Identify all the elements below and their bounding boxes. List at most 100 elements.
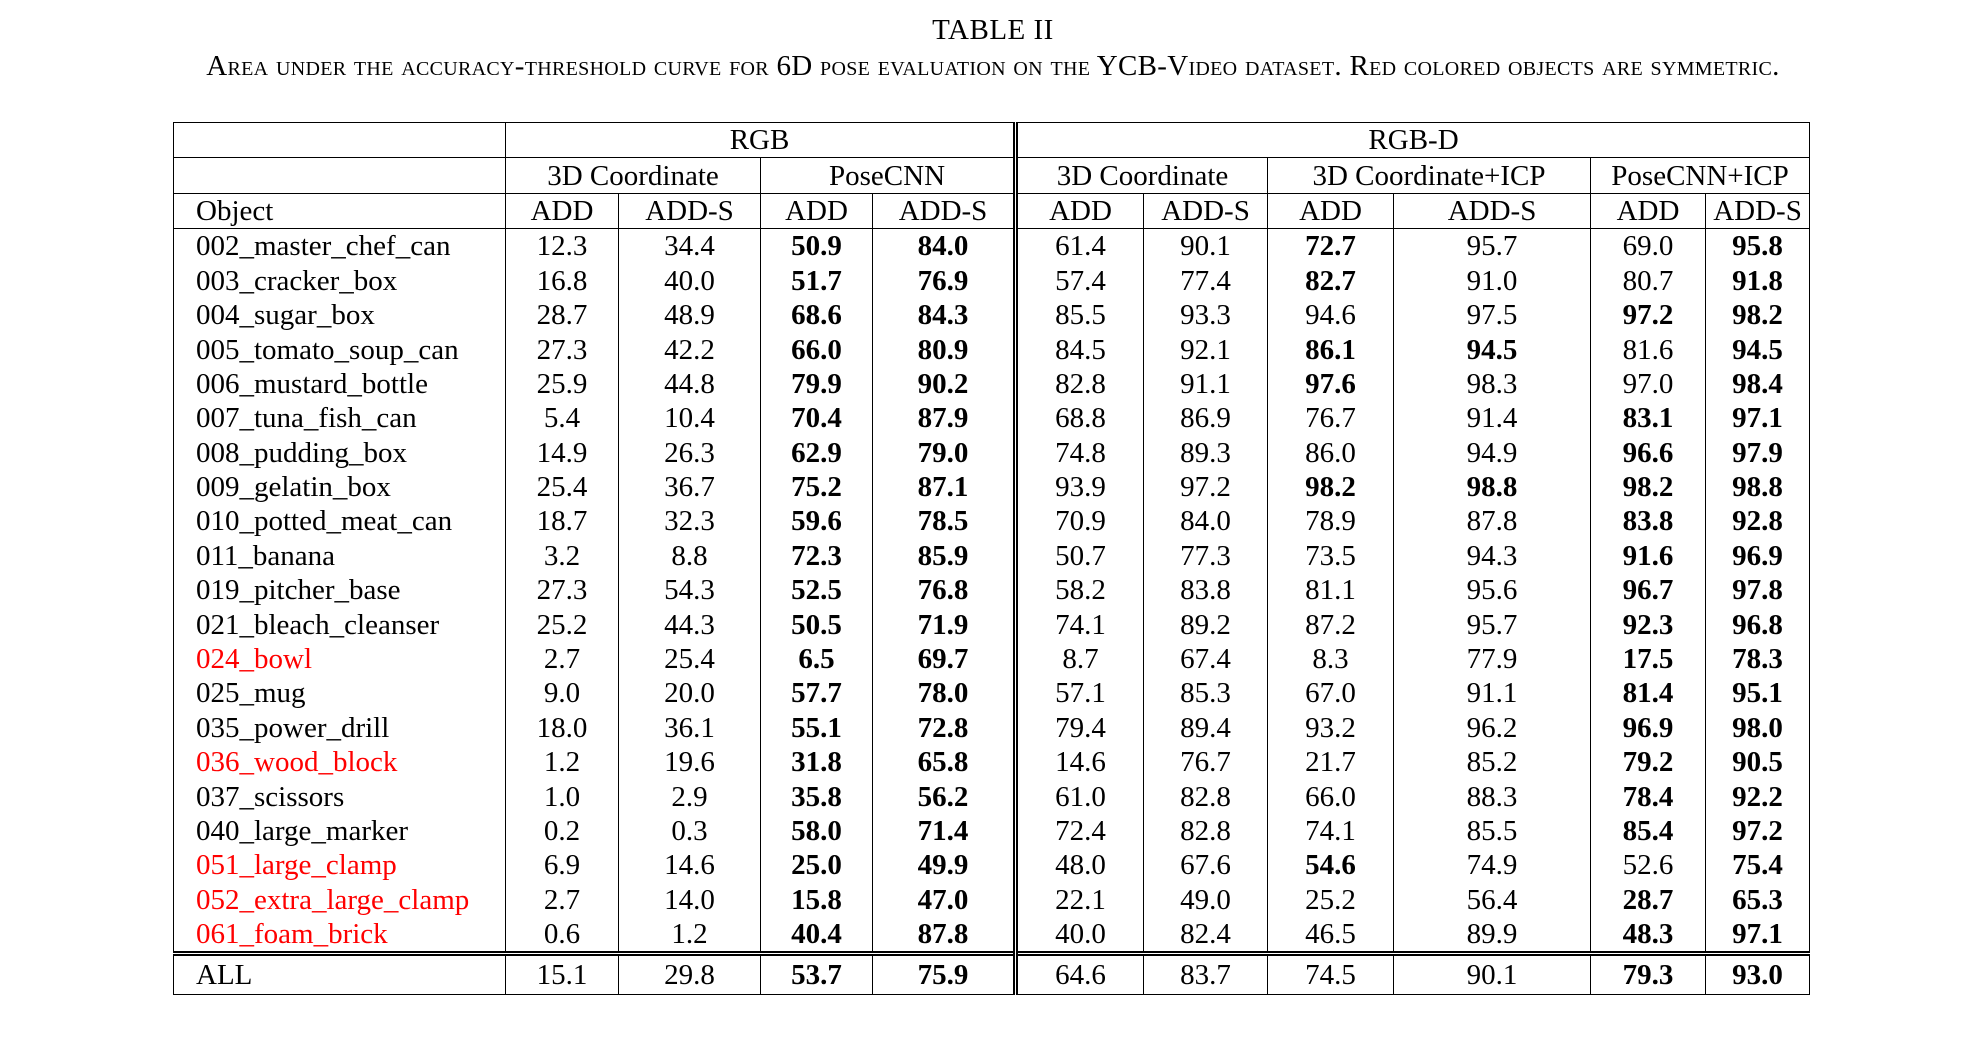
value-cell: 9.0 [505,676,619,711]
value-cell: 42.2 [618,332,761,367]
value-cell: 84.3 [871,297,1019,333]
table-row: 006_mustard_bottle 25.9 44.8 79.9 90.2 82.8 91… [173,366,1811,402]
value-cell: 98.2 [1590,469,1707,505]
results-table: RGB RGB-D 3D Coordinate PoseCNN 3D Coord… [173,121,1811,996]
table-row: 051_large_clamp 6.9 14.6 25.0 49.9 48.0 67.6 54… [173,848,1811,883]
value-cell: 98.8 [1705,469,1811,505]
value-cell: 56.2 [871,779,1019,814]
header-method-rgbd-posecnn-icp: PoseCNN+ICP [1590,157,1811,194]
value-cell: 89.9 [1393,916,1592,954]
value-cell: 74.8 [1015,435,1145,470]
value-cell: 70.9 [1015,504,1145,539]
value-cell: 3.2 [505,538,619,574]
value-cell: 29.8 [618,951,761,996]
value-cell: 95.8 [1705,228,1811,264]
value-cell: 73.5 [1267,538,1395,574]
table-number: TABLE II [932,14,1054,46]
object-name: 024_bowl [173,641,506,677]
value-cell: 90.5 [1705,745,1811,780]
value-cell: 91.4 [1393,401,1592,436]
value-cell: 14.9 [505,435,619,470]
object-name: 025_mug [173,676,506,711]
value-cell: 48.3 [1590,916,1707,954]
value-cell: 89.2 [1143,607,1269,642]
header-empty-cell [173,157,506,194]
value-cell: 96.2 [1393,710,1592,746]
value-cell: 22.1 [1015,882,1145,917]
value-cell: 10.4 [618,401,761,436]
value-cell: 36.7 [618,469,761,505]
value-cell: 94.3 [1393,538,1592,574]
value-cell: 79.4 [1015,710,1145,746]
value-cell: 69.7 [871,641,1019,677]
header-object: Object [173,192,506,230]
value-cell: 98.2 [1267,469,1395,505]
value-cell: 69.0 [1590,228,1707,264]
object-name: 037_scissors [173,779,506,814]
object-name: 061_foam_brick [173,916,506,954]
header-row-groups: RGB RGB-D [173,121,1811,158]
value-cell: 97.8 [1705,573,1811,608]
value-cell: 0.2 [505,813,619,849]
value-cell: 50.7 [1015,538,1145,574]
value-cell: 96.7 [1590,573,1707,608]
value-cell: 57.4 [1015,263,1145,298]
value-cell: 6.5 [760,641,873,677]
value-cell: 32.3 [618,504,761,539]
value-cell: 76.7 [1143,745,1269,780]
value-cell: 66.0 [1267,779,1395,814]
value-cell: 97.1 [1705,401,1811,436]
value-cell: 25.0 [760,848,873,883]
value-cell: 77.9 [1393,641,1592,677]
value-cell: 18.7 [505,504,619,539]
header-metric-add-s: ADD-S [1705,192,1811,230]
value-cell: 82.8 [1015,366,1145,402]
value-cell: 67.0 [1267,676,1395,711]
value-cell: 78.4 [1590,779,1707,814]
table-row: 010_potted_meat_can 18.7 32.3 59.6 78.5 70.9 8… [173,504,1811,539]
value-cell: 51.7 [760,263,873,298]
value-cell: 97.1 [1705,916,1811,954]
table-row: 002_master_chef_can 12.3 34.4 50.9 84.0 61.4 9… [173,228,1811,264]
value-cell: 95.1 [1705,676,1811,711]
value-cell: 86.9 [1143,401,1269,436]
value-cell: 76.7 [1267,401,1395,436]
value-cell: 95.7 [1393,228,1592,264]
value-cell: 90.2 [871,366,1019,402]
value-cell: 25.2 [505,607,619,642]
value-cell: 71.9 [871,607,1019,642]
header-row-methods: 3D Coordinate PoseCNN 3D Coordinate 3D C… [173,157,1811,194]
header-method-rgb-3d-coordinate: 3D Coordinate [505,157,761,194]
value-cell: 98.2 [1705,297,1811,333]
value-cell: 2.7 [505,882,619,917]
object-name: 019_pitcher_base [173,573,506,608]
value-cell: 93.3 [1143,297,1269,333]
value-cell: 79.0 [871,435,1019,470]
value-cell: 82.8 [1143,779,1269,814]
value-cell: 95.6 [1393,573,1592,608]
total-label: ALL [173,951,506,996]
value-cell: 61.0 [1015,779,1145,814]
table-row: 061_foam_brick 0.6 1.2 40.4 87.8 40.0 82.4 46.5… [173,916,1811,954]
value-cell: 96.6 [1590,435,1707,470]
header-metric-add: ADD [505,192,619,230]
value-cell: 5.4 [505,401,619,436]
value-cell: 48.9 [618,297,761,333]
value-cell: 8.3 [1267,641,1395,677]
value-cell: 1.2 [505,745,619,780]
value-cell: 58.0 [760,813,873,849]
value-cell: 78.3 [1705,641,1811,677]
value-cell: 83.8 [1143,573,1269,608]
value-cell: 98.0 [1705,710,1811,746]
object-name: 051_large_clamp [173,848,506,883]
value-cell: 36.1 [618,710,761,746]
value-cell: 87.1 [871,469,1019,505]
value-cell: 20.0 [618,676,761,711]
value-cell: 25.4 [505,469,619,505]
value-cell: 1.0 [505,779,619,814]
value-cell: 93.9 [1015,469,1145,505]
value-cell: 25.9 [505,366,619,402]
value-cell: 78.0 [871,676,1019,711]
value-cell: 97.2 [1705,813,1811,849]
value-cell: 94.6 [1267,297,1395,333]
